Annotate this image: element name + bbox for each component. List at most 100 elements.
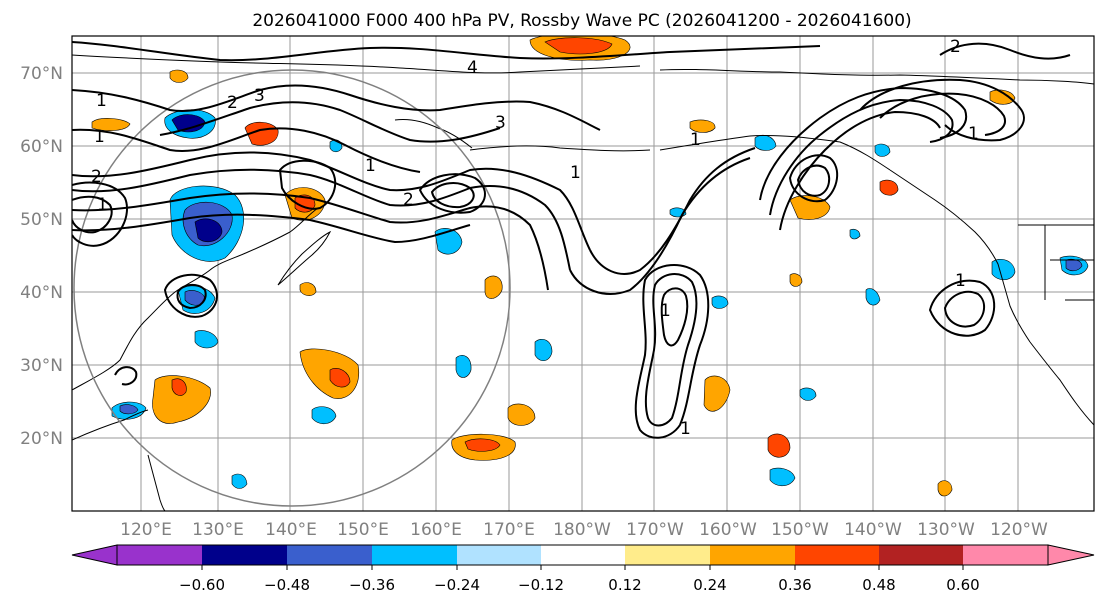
- lon-label: 130°W: [917, 520, 975, 540]
- pv-contours: [72, 41, 1071, 439]
- lon-label: 140°W: [844, 520, 902, 540]
- contour-low-asia-2: [72, 181, 128, 247]
- lat-label-30n: 30°N: [20, 356, 63, 376]
- negative-core-okhotsk: [171, 114, 206, 133]
- positive-anomaly-near-hawaii: [767, 433, 791, 458]
- contour-label: 1: [365, 156, 376, 176]
- colorbar: −0.60 −0.48 −0.36 −0.24 −0.12 0.12 0.24 …: [71, 544, 1095, 594]
- contour-upper-2: [72, 84, 601, 131]
- negative-core-taiwan: [119, 404, 139, 415]
- figure-title: 2026041000 F000 400 hPa PV, Rossby Wave …: [252, 11, 911, 31]
- colorbar-tick-marks: [201, 565, 964, 570]
- pv-shading: [91, 36, 1089, 497]
- lon-label: 140°E: [265, 520, 317, 540]
- contour-alaska-3: [779, 110, 941, 231]
- negative-core-us-inland: [1065, 258, 1083, 272]
- lon-label: 170°E: [483, 520, 535, 540]
- negative-anomaly-small-pac-5: [799, 387, 817, 401]
- lat-label-60n: 60°N: [20, 137, 63, 157]
- contour-labels: 1 1 2 3 4 2 1 1 2 3 2 1 1 1 1 1 1: [91, 37, 979, 439]
- contour-label: 2: [403, 190, 414, 210]
- contour-label: 2: [227, 93, 238, 113]
- contour-kamchatka-1: [418, 173, 486, 214]
- lon-label: 150°W: [771, 520, 829, 540]
- lon-label: 170°W: [626, 520, 684, 540]
- contour-alaska-inner-2: [796, 164, 831, 197]
- colorbar-tick-label: 0.12: [608, 576, 641, 594]
- contour-china-hook: [114, 366, 138, 386]
- coast-philippines: [147, 454, 166, 511]
- contour-east-ring-2: [943, 290, 986, 328]
- lon-label: 180°W: [553, 520, 611, 540]
- negative-deep-asia: [194, 218, 223, 243]
- map-panel: 1 1 2 3 4 2 1 1 2 3 2 1 1 1 1 1 1: [71, 35, 1095, 512]
- coastlines: [72, 54, 1094, 511]
- coast-china-south: [72, 409, 149, 441]
- positive-core-east-china: [171, 378, 187, 396]
- contour-east-ring-1: [928, 279, 996, 337]
- colorbar-tick-label: −0.24: [434, 576, 480, 594]
- positive-anomaly-sw-pacific: [484, 275, 503, 299]
- lat-label-40n: 40°N: [20, 283, 63, 303]
- lat-label-70n: 70°N: [20, 64, 63, 84]
- contour-label: 1: [680, 419, 691, 439]
- colorbar-tick-label: −0.48: [264, 576, 310, 594]
- contour-label: 1: [570, 163, 581, 183]
- contour-top-right: [939, 42, 1071, 60]
- contour-label: 1: [97, 195, 108, 215]
- colorbar-tick-label: 0.36: [778, 576, 811, 594]
- coast-alaska-south: [659, 134, 891, 171]
- coast-aleutians: [469, 145, 651, 152]
- negative-anomaly-pac-6: [865, 288, 881, 306]
- contour-upper-3: [159, 101, 501, 143]
- coast-alaska: [659, 68, 1094, 85]
- negative-anomaly-sc: [194, 330, 219, 349]
- negative-anomaly-pac-5: [769, 467, 796, 487]
- contour-zonal-2: [72, 168, 571, 271]
- contour-label: 1: [94, 127, 105, 147]
- contour-mid-pac-1: [634, 263, 710, 439]
- colorbar-segment: [625, 545, 710, 565]
- lat-label-50n: 50°N: [20, 210, 63, 230]
- colorbar-segment: [795, 545, 879, 565]
- positive-anomaly-mid-pacific: [703, 375, 731, 412]
- map-frame: [71, 35, 1095, 512]
- colorbar-segment: [202, 545, 287, 565]
- colorbar-segment: [117, 545, 202, 565]
- positive-core-central-pacific: [329, 368, 351, 388]
- colorbar-tick-label: −0.60: [179, 576, 225, 594]
- lon-label: 120°W: [990, 520, 1048, 540]
- graticule: [72, 36, 1094, 511]
- colorbar-segment: [879, 545, 963, 565]
- colorbar-tick-label: 0.24: [693, 576, 726, 594]
- us-border: [1018, 224, 1094, 301]
- contour-label: 1: [96, 91, 107, 111]
- region-circle: [73, 69, 511, 507]
- negative-anomaly-north-pacific: [434, 228, 463, 255]
- coast-siberia: [72, 54, 641, 74]
- contour-label: 3: [495, 113, 506, 133]
- contour-zonal-1: [72, 151, 591, 251]
- positive-core-hawaii-north: [464, 438, 501, 452]
- colorbar-tick-label: 0.48: [862, 576, 895, 594]
- coast-east-asia: [72, 207, 319, 391]
- negative-anomaly-small-pac-3: [849, 228, 861, 240]
- lon-label: 160°E: [410, 520, 462, 540]
- positive-anomaly-bc: [879, 179, 899, 196]
- contour-label: 1: [690, 130, 701, 150]
- colorbar-tick-label: −0.36: [349, 576, 395, 594]
- colorbar-segment: [710, 545, 795, 565]
- contour-label: 3: [254, 86, 265, 106]
- positive-anomaly-east-china: [152, 375, 211, 424]
- positive-anomaly-small-3: [299, 282, 317, 296]
- contour-zonal-4: [72, 213, 471, 244]
- contour-east-upper-2: [879, 92, 1006, 136]
- contour-trough-1: [278, 159, 337, 210]
- contour-alaska-2: [769, 98, 954, 216]
- positive-anomaly-small-5: [689, 119, 716, 133]
- lat-label-20n: 20°N: [20, 429, 63, 449]
- lon-label: 150°E: [337, 520, 389, 540]
- colorbar-extend-high: [1047, 544, 1095, 566]
- lon-label: 120°E: [120, 520, 172, 540]
- longitude-labels: 120°E 130°E 140°E 150°E 160°E 170°E 180°…: [120, 520, 1048, 540]
